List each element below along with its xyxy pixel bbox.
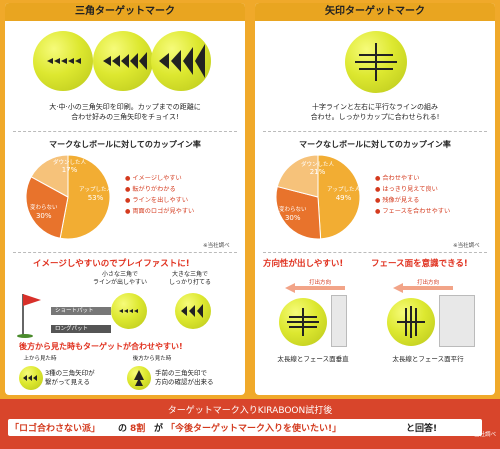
divider	[263, 131, 487, 132]
pie-slice	[59, 154, 111, 240]
pie-label-up: アップした人 53%	[79, 187, 113, 202]
banner-text: の	[118, 424, 128, 434]
desc-line-1: 十字ラインと左右に平行なラインの組み	[312, 103, 438, 111]
ball-arrow-parallel	[387, 298, 435, 346]
reason-item: ● 残像が見える	[375, 197, 420, 204]
banner-answer: 「今後ターゲットマーク入りを使いたい!」	[166, 424, 342, 434]
pie-labels: ダウンした人 21% 変わらない 30% アップした人 49%	[275, 154, 361, 240]
rear-view-heading: 後方から見た時もターゲットが合わせやすい!	[19, 342, 183, 351]
panel-title: 三角ターゲットマーク	[5, 3, 245, 21]
pie-label-same: 変わらない 30%	[30, 205, 58, 220]
pie-slice	[276, 154, 319, 198]
ball-triangle-large	[151, 31, 211, 91]
direction-heading: 方向性が出しやすい!	[263, 259, 344, 269]
triangle-balls-image	[5, 21, 245, 99]
banner-result: 「ロゴ合わさない派」 の 8割 が 「今後ターゲットマーク入りを使いたい!」 と…	[8, 419, 482, 436]
reason-item: ● ラインを出しやすい	[125, 197, 188, 204]
reason-list: ● イメージしやすい ● 転がりがわかる ● ラインを出しやすい ● 両面のロゴ…	[125, 173, 194, 217]
pie-labels: ダウンした人 17% 変わらない 30% アップした人 53%	[27, 154, 113, 240]
source-note: ※当社調べ	[453, 243, 480, 249]
banner-heading: ターゲットマーク入りKIRABOON試打後	[167, 406, 333, 416]
desc-line-1: 大·中·小の三角矢印を印刷。カップまでの距離に	[49, 103, 201, 111]
banner-source: ※当社調べ	[469, 432, 496, 438]
putter-face-perpendicular	[331, 295, 347, 347]
behind-desc: 手前の三角矢印で 方向の確認が出来る	[155, 369, 214, 386]
divider	[13, 131, 237, 132]
divider	[13, 252, 237, 253]
pie-label-down: ダウンした人 21%	[301, 162, 335, 176]
ball-large-triangle	[175, 293, 211, 329]
flag-icon	[17, 294, 41, 338]
ball-triangle-small	[33, 31, 93, 91]
reason-item: ● フェースを合わせやすい	[375, 208, 451, 215]
cup-in-rate-pie	[275, 154, 361, 240]
source-note: ※当社調べ	[203, 243, 230, 249]
pie-slice	[30, 154, 69, 198]
reason-list: ● 合わせやすい ● はっきり見えて良い ● 残像が見える ● フェースを合わせ…	[375, 173, 450, 217]
banner-group: 「ロゴ合わさない派」	[10, 424, 101, 434]
big-triangle-note: 大きな三角で しっかり打てる	[168, 271, 211, 286]
pie-slice	[25, 176, 69, 239]
play-fast-heading: イメージしやすいのでプレイファストに!	[33, 259, 190, 269]
banner-percent: 8割	[130, 424, 146, 434]
face-heading: フェース面を意識できる!	[371, 259, 468, 269]
short-putt-bar: ショートパット	[51, 307, 111, 315]
pie-slice	[317, 154, 361, 240]
reason-item: ● 転がりがわかる	[125, 186, 176, 193]
ball-arrow-mark	[345, 31, 407, 93]
survey-title: マークなしボールに対してのカップイン率	[299, 140, 451, 149]
caption-parallel: 太長線とフェース面平行	[392, 355, 464, 363]
arrow-mark-panel: 矢印ターゲットマーク 十字ラインと左右に平行なラインの組み 合わせ。しっかりカッ…	[255, 3, 495, 395]
caption-perpendicular: 太長線とフェース面垂直	[277, 355, 349, 363]
result-banner: ターゲットマーク入りKIRABOON試打後 「ロゴ合わさない派」 の 8割 が …	[0, 399, 500, 449]
behind-label: 後方から見た時	[132, 356, 172, 362]
small-triangle-note: 小さな三角で ラインが出しやすい	[93, 271, 147, 286]
long-putt-bar: ロングパット	[51, 325, 111, 333]
above-label: 上から見た時	[23, 356, 57, 362]
desc-line-2: 合わせ。しっかりカップに合わせられる!	[310, 113, 440, 121]
desc-line-2: 合わせ好みの三角矢印をチョイス!	[71, 113, 179, 121]
ball-small-triangle	[111, 293, 147, 329]
cup-in-rate-pie	[25, 154, 111, 240]
divider	[263, 252, 487, 253]
putter-face-parallel	[439, 295, 475, 347]
pie-label-down: ダウンした人 17%	[53, 160, 87, 174]
ball-above-view	[19, 366, 43, 390]
pie-label-up: アップした人 49%	[327, 187, 361, 202]
banner-text: が	[154, 424, 164, 434]
panel-title: 矢印ターゲットマーク	[255, 3, 495, 21]
ball-behind-view	[127, 366, 151, 390]
arrow-direction-1: 打出方向	[285, 279, 365, 293]
banner-text: と回答!	[406, 424, 438, 434]
reason-item: ● 両面のロゴが見やすい	[125, 208, 195, 215]
triangle-mark-panel: 三角ターゲットマーク 大·中·小の三角矢印を印刷。カップまでの距離に 合わせ好み…	[5, 3, 245, 395]
pie-label-same: 変わらない 30%	[279, 207, 307, 222]
survey-title: マークなしボールに対してのカップイン率	[49, 140, 201, 149]
above-desc: 3種の三角矢印が 繋がって見える	[45, 369, 95, 386]
arrow-ball-image	[255, 21, 495, 99]
reason-item: ● 合わせやすい	[375, 175, 420, 182]
ball-arrow-perpendicular	[279, 298, 327, 346]
ball-triangle-medium	[93, 31, 153, 91]
pie-slice	[275, 185, 322, 240]
reason-item: ● はっきり見えて良い	[375, 186, 438, 193]
arrow-direction-2: 打出方向	[393, 279, 473, 293]
reason-item: ● イメージしやすい	[125, 175, 182, 182]
